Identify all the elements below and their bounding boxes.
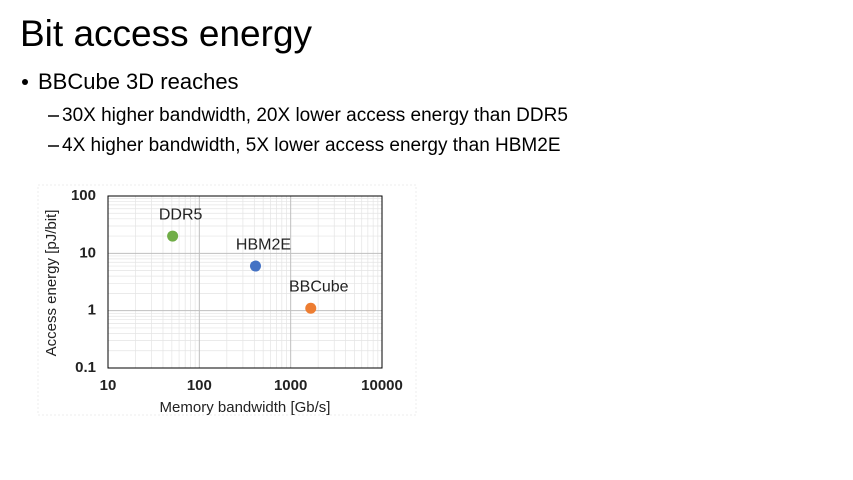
point-label: HBM2E [236, 236, 291, 253]
sub-bullet: 4X higher bandwidth, 5X lower access ene… [62, 135, 561, 156]
point-label: BBCube [289, 279, 349, 296]
x-axis-title: Memory bandwidth [Gb/s] [160, 399, 331, 416]
y-tick-label: 0.1 [75, 359, 96, 376]
plot-border [107, 195, 383, 369]
sub-bullet: 30X higher bandwidth, 20X lower access e… [62, 105, 568, 126]
x-tick-label: 100 [187, 377, 212, 394]
data-point [305, 302, 317, 314]
point-label: DDR5 [159, 206, 203, 223]
slide-title: Bit access energy [20, 13, 313, 54]
bullet: BBCube 3D reaches [38, 69, 239, 94]
x-tick-label: 10000 [361, 377, 403, 394]
x-tick-label: 10 [100, 377, 117, 394]
x-tick-label: 1000 [274, 377, 307, 394]
data-point [167, 230, 179, 242]
data-point [249, 260, 261, 272]
y-tick-label: 1 [88, 302, 96, 319]
plot-area [108, 196, 382, 368]
y-tick-label: 10 [79, 244, 96, 261]
y-axis-title: Access energy [pJ/bit] [43, 210, 60, 357]
y-tick-label: 100 [71, 187, 96, 204]
bullet-dot [22, 79, 28, 85]
chart-frame [37, 184, 417, 416]
